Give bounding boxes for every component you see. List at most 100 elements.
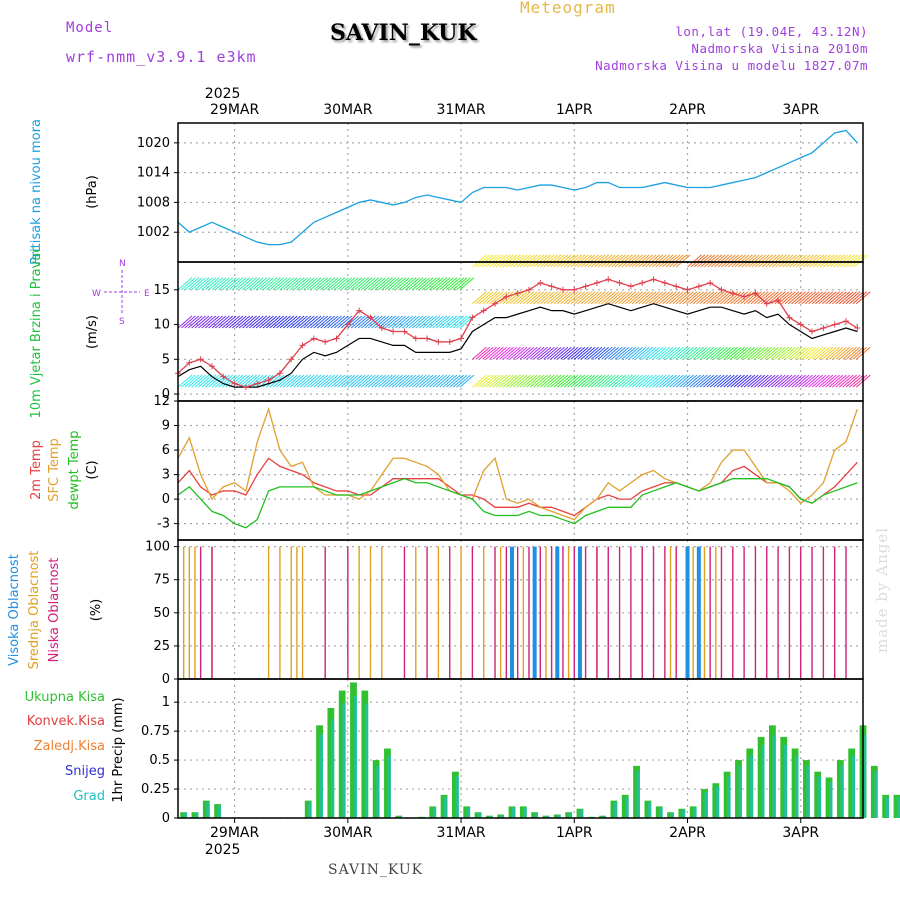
- wind-barb: [320, 315, 335, 329]
- wind-barb: [570, 346, 586, 360]
- wind-barb: [641, 291, 657, 305]
- precip-snow-bar: [625, 797, 629, 818]
- wind-barb: [405, 374, 420, 388]
- wind-barb: [232, 315, 247, 329]
- wind-barb: [221, 374, 237, 388]
- wind-barb: [611, 374, 626, 388]
- wind-barb: [611, 291, 626, 305]
- wind-barb: [560, 254, 576, 268]
- wind-barb: [272, 315, 288, 329]
- wind-barb: [432, 277, 448, 291]
- wind-barb: [381, 277, 397, 291]
- wind-barb: [429, 277, 444, 291]
- wind-barb: [303, 277, 319, 291]
- wind-barb: [845, 346, 861, 360]
- wind-barb: [337, 315, 352, 329]
- wind-barb: [736, 346, 752, 360]
- wind-barb: [299, 277, 315, 291]
- wind-barb: [823, 254, 838, 268]
- wind-barb: [201, 315, 217, 329]
- wind-barb: [726, 374, 742, 388]
- wind-barb: [835, 291, 851, 305]
- wind-barb: [412, 315, 427, 329]
- wind-barb: [689, 374, 705, 388]
- precip-snow-bar: [715, 786, 720, 818]
- wind-barb: [770, 374, 786, 388]
- wind-gust-marker: [322, 338, 329, 345]
- wind-gust-marker: [786, 314, 793, 321]
- wind-barb: [621, 346, 637, 360]
- wind-barb: [218, 277, 234, 291]
- wind-barb: [536, 254, 552, 268]
- precip-snow-bar: [772, 734, 776, 818]
- wind-barb: [774, 346, 790, 360]
- wind-barb: [723, 374, 739, 388]
- precip-total-bar: [644, 800, 652, 818]
- wind-barb: [703, 346, 718, 360]
- wind-barb: [408, 315, 424, 329]
- wind-barb: [631, 291, 647, 305]
- precip-total-bar: [814, 771, 822, 818]
- wind-barb: [415, 374, 431, 388]
- wind-barb: [211, 315, 227, 329]
- wind-barb: [690, 254, 706, 268]
- pressure-line: [177, 129, 858, 246]
- wind-barb: [815, 374, 830, 388]
- wind-barb: [818, 291, 834, 305]
- wind-barb: [682, 346, 698, 360]
- wind-barb: [804, 346, 820, 360]
- wind-barb: [347, 315, 363, 329]
- y-tick-label: 1014: [137, 166, 170, 181]
- wind-barb: [238, 315, 254, 329]
- temp2m-axis-title: 2m Temp: [29, 440, 44, 500]
- precip-snow-bar: [896, 797, 900, 818]
- wind-barb: [364, 374, 380, 388]
- station-title: SAVIN_KUK: [330, 20, 477, 46]
- wind-barb: [489, 254, 504, 268]
- wind-gust-marker: [220, 373, 227, 380]
- wind-barb: [560, 291, 576, 305]
- wind-barb: [781, 291, 796, 305]
- wind-barb: [618, 374, 633, 388]
- wind-barb: [750, 291, 766, 305]
- wind-barb: [391, 277, 407, 291]
- wind-barb: [706, 346, 722, 360]
- wind-barb: [395, 315, 410, 329]
- wind-barb: [733, 374, 749, 388]
- wind-barb: [401, 315, 417, 329]
- precip-snow-bar: [806, 765, 810, 818]
- wind-gust-marker: [695, 283, 702, 290]
- wind-barb: [692, 346, 708, 360]
- top-date-label: 29MAR: [210, 102, 259, 118]
- wind-barb: [519, 346, 535, 360]
- wind-barb: [553, 374, 569, 388]
- wind-barb: [492, 254, 508, 268]
- wind-barb: [778, 254, 794, 268]
- wind-gust-marker: [367, 314, 374, 321]
- wind-barb: [716, 374, 732, 388]
- wind-barb: [506, 346, 521, 360]
- wind-barb: [580, 346, 596, 360]
- y-tick-label: 6: [162, 443, 170, 458]
- wind-barb: [782, 254, 797, 268]
- wind-barb: [747, 346, 762, 360]
- precip-snow-bar: [364, 703, 369, 818]
- wind-barb: [672, 346, 688, 360]
- wind-barb: [594, 374, 609, 388]
- bottom-date-label: 2APR: [669, 825, 706, 841]
- wind-barb: [714, 254, 730, 268]
- wind-barb: [849, 374, 864, 388]
- wind-barb: [799, 254, 814, 268]
- pressure-unit: (hPa): [85, 175, 100, 209]
- wind-barb: [679, 291, 694, 305]
- pressure-axis-title: Pritisak na nivou mora: [29, 119, 44, 265]
- wind-barb: [221, 315, 237, 329]
- wind-gust-marker: [775, 297, 782, 304]
- wind-barb: [777, 346, 793, 360]
- wind-barb: [852, 346, 868, 360]
- wind-barb: [669, 291, 684, 305]
- wind-barb: [408, 374, 424, 388]
- wind-barb: [699, 374, 715, 388]
- low-cloud-axis-title: Niska Oblacnost: [47, 558, 62, 663]
- wind-barb: [836, 254, 852, 268]
